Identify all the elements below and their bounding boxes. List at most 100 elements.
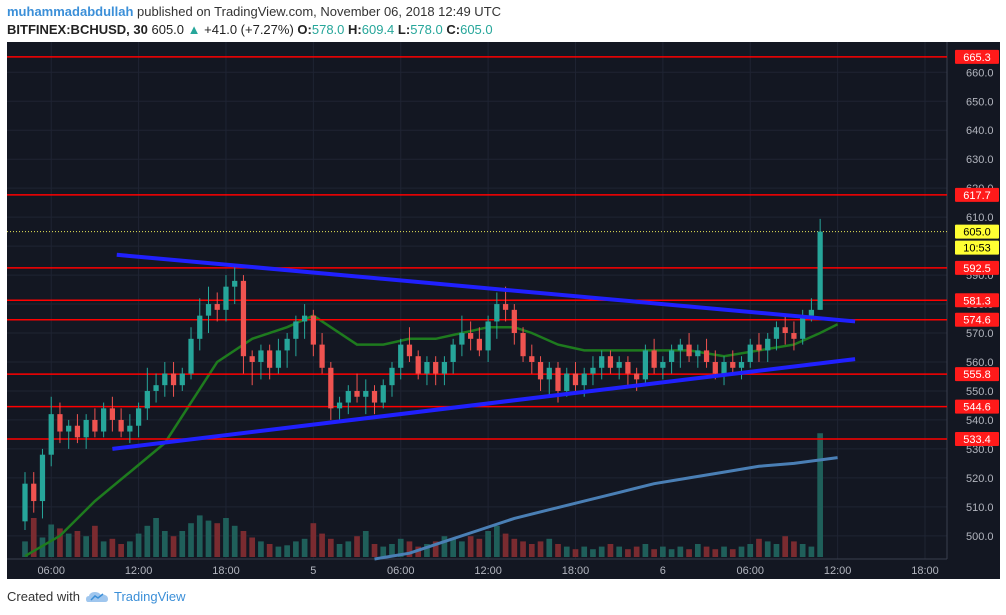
candle-body bbox=[267, 350, 273, 368]
volume-bar bbox=[109, 538, 116, 557]
y-tick-label: 550.0 bbox=[966, 386, 994, 398]
ma-short-line bbox=[24, 314, 839, 558]
candle-body bbox=[293, 321, 299, 339]
symbol-info: BITFINEX:BCHUSD, 30 605.0 ▲ +41.0 (+7.27… bbox=[7, 22, 493, 37]
x-tick-label: 18:00 bbox=[911, 565, 939, 577]
candle-body bbox=[625, 361, 631, 374]
volume-bar bbox=[572, 549, 579, 557]
volume-bar bbox=[83, 536, 90, 557]
candle-body bbox=[476, 338, 482, 351]
candle-body bbox=[336, 402, 343, 409]
candle-body bbox=[599, 356, 605, 368]
candle-body bbox=[284, 338, 290, 351]
candle-body bbox=[782, 327, 788, 334]
candle-body bbox=[83, 419, 89, 438]
volume-bar bbox=[590, 549, 596, 557]
open-label: O: bbox=[297, 22, 312, 37]
x-tick-label: 06:00 bbox=[736, 565, 764, 577]
y-tick-label: 630.0 bbox=[966, 154, 994, 166]
level-label-box bbox=[955, 312, 999, 327]
volume-bar bbox=[729, 549, 736, 557]
volume-bar bbox=[563, 546, 570, 557]
volume-bar bbox=[581, 546, 588, 557]
candle-body bbox=[109, 408, 115, 420]
volume-bar bbox=[205, 520, 212, 557]
volume-bar bbox=[30, 518, 37, 557]
volume-bar bbox=[450, 538, 456, 557]
publish-header: muhammadabdullah published on TradingVie… bbox=[7, 4, 501, 19]
price-change: +41.0 (+7.27%) bbox=[204, 22, 294, 37]
volume-bar bbox=[249, 537, 256, 557]
candle-body bbox=[433, 361, 439, 374]
candle-body bbox=[502, 304, 509, 310]
y-tick-label: 560.0 bbox=[966, 357, 994, 369]
candle-body bbox=[808, 309, 815, 316]
tradingview-brand-link[interactable]: TradingView bbox=[113, 589, 186, 604]
tradingview-logo-icon bbox=[85, 591, 108, 602]
volume-bar bbox=[92, 525, 98, 557]
low-label: L: bbox=[397, 22, 411, 37]
candle-body bbox=[39, 454, 46, 502]
chart-area[interactable]: 500.0 510.0 520.0 530.0 540.0 550.0 560.0 570.0… bbox=[7, 42, 1000, 579]
up-arrow-icon: ▲ bbox=[187, 22, 201, 37]
last-price-label: 605.0 bbox=[963, 227, 991, 239]
volume-bar bbox=[467, 536, 474, 557]
candle-body bbox=[441, 361, 448, 374]
y-tick-label: 640.0 bbox=[966, 125, 994, 137]
volume-bar bbox=[214, 523, 221, 557]
level-label-box bbox=[955, 367, 999, 382]
candle-body bbox=[537, 361, 544, 380]
y-tick-label: 530.0 bbox=[966, 444, 994, 456]
candle-body bbox=[406, 344, 413, 357]
volume-bar bbox=[240, 531, 247, 557]
candle-body bbox=[738, 361, 745, 368]
candle-body bbox=[485, 321, 491, 351]
symbol-name: BITFINEX:BCHUSD, 30 bbox=[7, 22, 148, 37]
volume-bar bbox=[633, 546, 640, 557]
volume-bar bbox=[127, 541, 133, 557]
x-tick-label: 06:00 bbox=[387, 565, 415, 577]
volume-bar bbox=[57, 528, 63, 557]
y-tick-label: 520.0 bbox=[966, 473, 994, 485]
volume-bar bbox=[371, 544, 378, 557]
candle-body bbox=[48, 414, 54, 455]
level-label-box bbox=[955, 260, 999, 275]
volume-bar bbox=[319, 533, 325, 557]
volume-bar bbox=[485, 531, 491, 557]
chart-svg[interactable]: 500.0 510.0 520.0 530.0 540.0 550.0 560.0 570.0… bbox=[7, 42, 1000, 579]
y-tick-label: 540.0 bbox=[966, 415, 994, 427]
candle-body bbox=[642, 350, 649, 380]
volume-bar bbox=[336, 544, 343, 557]
candle-body bbox=[66, 425, 72, 432]
candle-body bbox=[468, 333, 474, 339]
volume-bar bbox=[170, 536, 177, 557]
volume-bar bbox=[520, 541, 526, 557]
volume-bar bbox=[118, 544, 124, 557]
candle-body bbox=[529, 356, 535, 362]
candle-body bbox=[354, 390, 360, 397]
volume-bar bbox=[258, 541, 264, 557]
volume-bar bbox=[738, 546, 745, 557]
published-text: published on TradingView.com, November 0… bbox=[137, 4, 502, 19]
level-label: 665.3 bbox=[963, 52, 991, 64]
volume-bar bbox=[476, 538, 483, 557]
candle-body bbox=[703, 350, 710, 362]
volume-bar bbox=[791, 541, 797, 557]
author-name[interactable]: muhammadabdullah bbox=[7, 4, 134, 19]
candle-body bbox=[153, 385, 159, 391]
volume-bar bbox=[494, 525, 500, 557]
created-with-text: Created with bbox=[7, 589, 80, 604]
x-tick-label: 6 bbox=[660, 565, 666, 577]
volume-bar bbox=[441, 536, 448, 557]
volume-bar bbox=[764, 541, 771, 557]
candle-body bbox=[607, 356, 614, 368]
candle-body bbox=[800, 315, 806, 339]
volume-bar bbox=[712, 549, 719, 557]
x-tick-label: 06:00 bbox=[37, 565, 65, 577]
volume-bar bbox=[686, 549, 692, 557]
candle-body bbox=[118, 419, 124, 432]
volume-bar bbox=[694, 544, 701, 557]
y-tick-label: 570.0 bbox=[966, 328, 994, 340]
volume-bar bbox=[546, 538, 553, 557]
candle-body bbox=[546, 367, 552, 380]
